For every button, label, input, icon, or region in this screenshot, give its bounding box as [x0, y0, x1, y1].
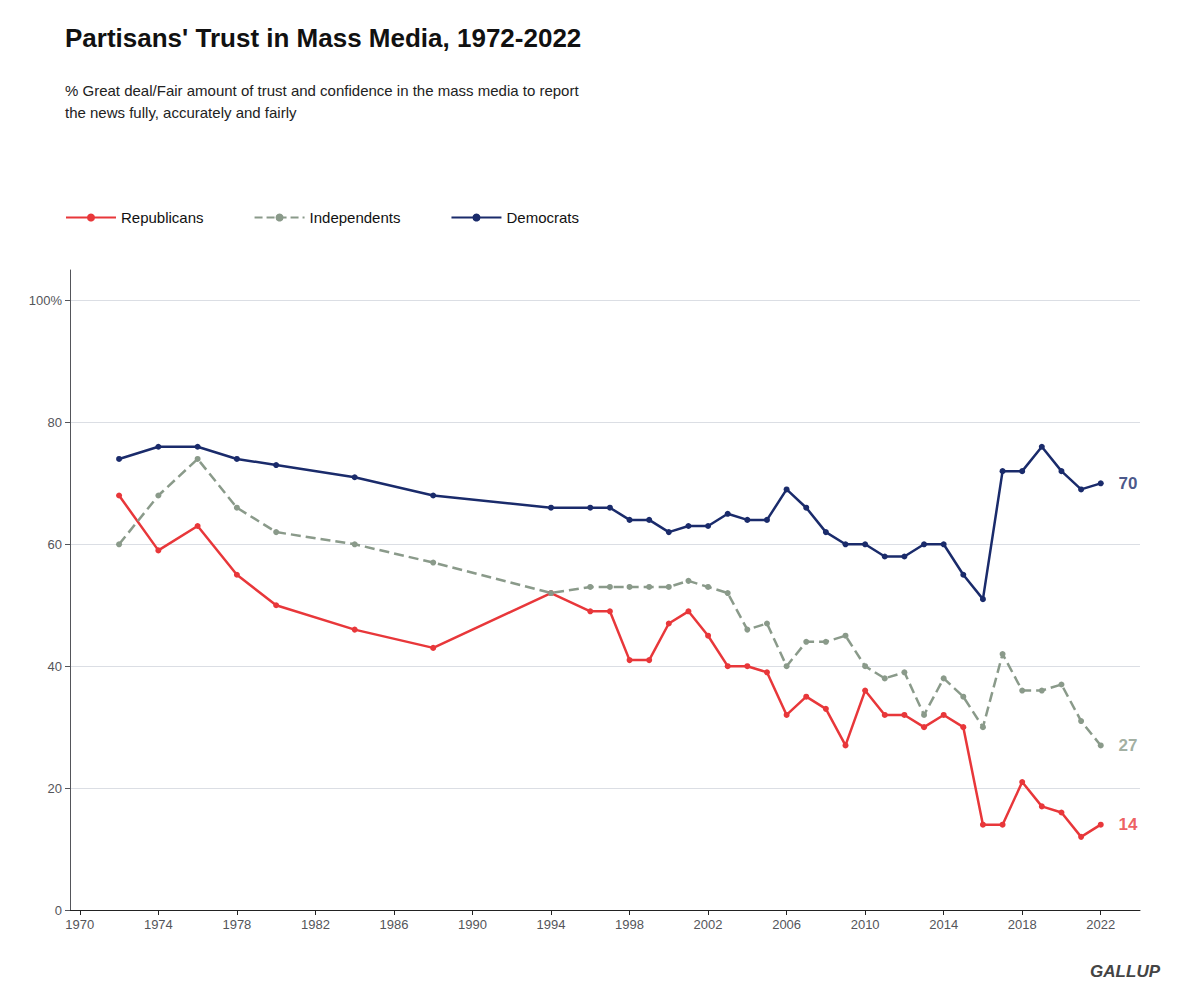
svg-text:1974: 1974: [144, 917, 173, 932]
svg-text:1986: 1986: [379, 917, 408, 932]
svg-text:Republicans: Republicans: [121, 209, 204, 226]
svg-text:% Great deal/Fair amount of tr: % Great deal/Fair amount of trust and co…: [65, 82, 579, 99]
svg-text:60: 60: [48, 537, 62, 552]
svg-text:2002: 2002: [694, 917, 723, 932]
svg-text:2010: 2010: [851, 917, 880, 932]
svg-text:2006: 2006: [772, 917, 801, 932]
svg-text:2014: 2014: [929, 917, 958, 932]
svg-text:70: 70: [1118, 474, 1137, 493]
svg-text:Democrats: Democrats: [506, 209, 579, 226]
svg-text:40: 40: [48, 659, 62, 674]
svg-text:2018: 2018: [1008, 917, 1037, 932]
svg-text:1998: 1998: [615, 917, 644, 932]
svg-text:80: 80: [48, 415, 62, 430]
svg-text:1978: 1978: [222, 917, 251, 932]
svg-text:the news fully, accurately and: the news fully, accurately and fairly: [65, 104, 297, 121]
svg-text:1990: 1990: [458, 917, 487, 932]
svg-text:GALLUP: GALLUP: [1090, 962, 1161, 981]
svg-text:100%: 100%: [29, 293, 63, 308]
svg-text:27: 27: [1118, 736, 1137, 755]
svg-text:20: 20: [48, 781, 62, 796]
svg-text:1970: 1970: [65, 917, 94, 932]
svg-text:1982: 1982: [301, 917, 330, 932]
svg-text:1994: 1994: [537, 917, 566, 932]
svg-text:Partisans' Trust in Mass Media: Partisans' Trust in Mass Media, 1972-202…: [65, 23, 581, 53]
svg-text:0: 0: [55, 903, 62, 918]
svg-text:14: 14: [1118, 815, 1137, 834]
svg-text:Independents: Independents: [310, 209, 401, 226]
svg-text:2022: 2022: [1086, 917, 1115, 932]
